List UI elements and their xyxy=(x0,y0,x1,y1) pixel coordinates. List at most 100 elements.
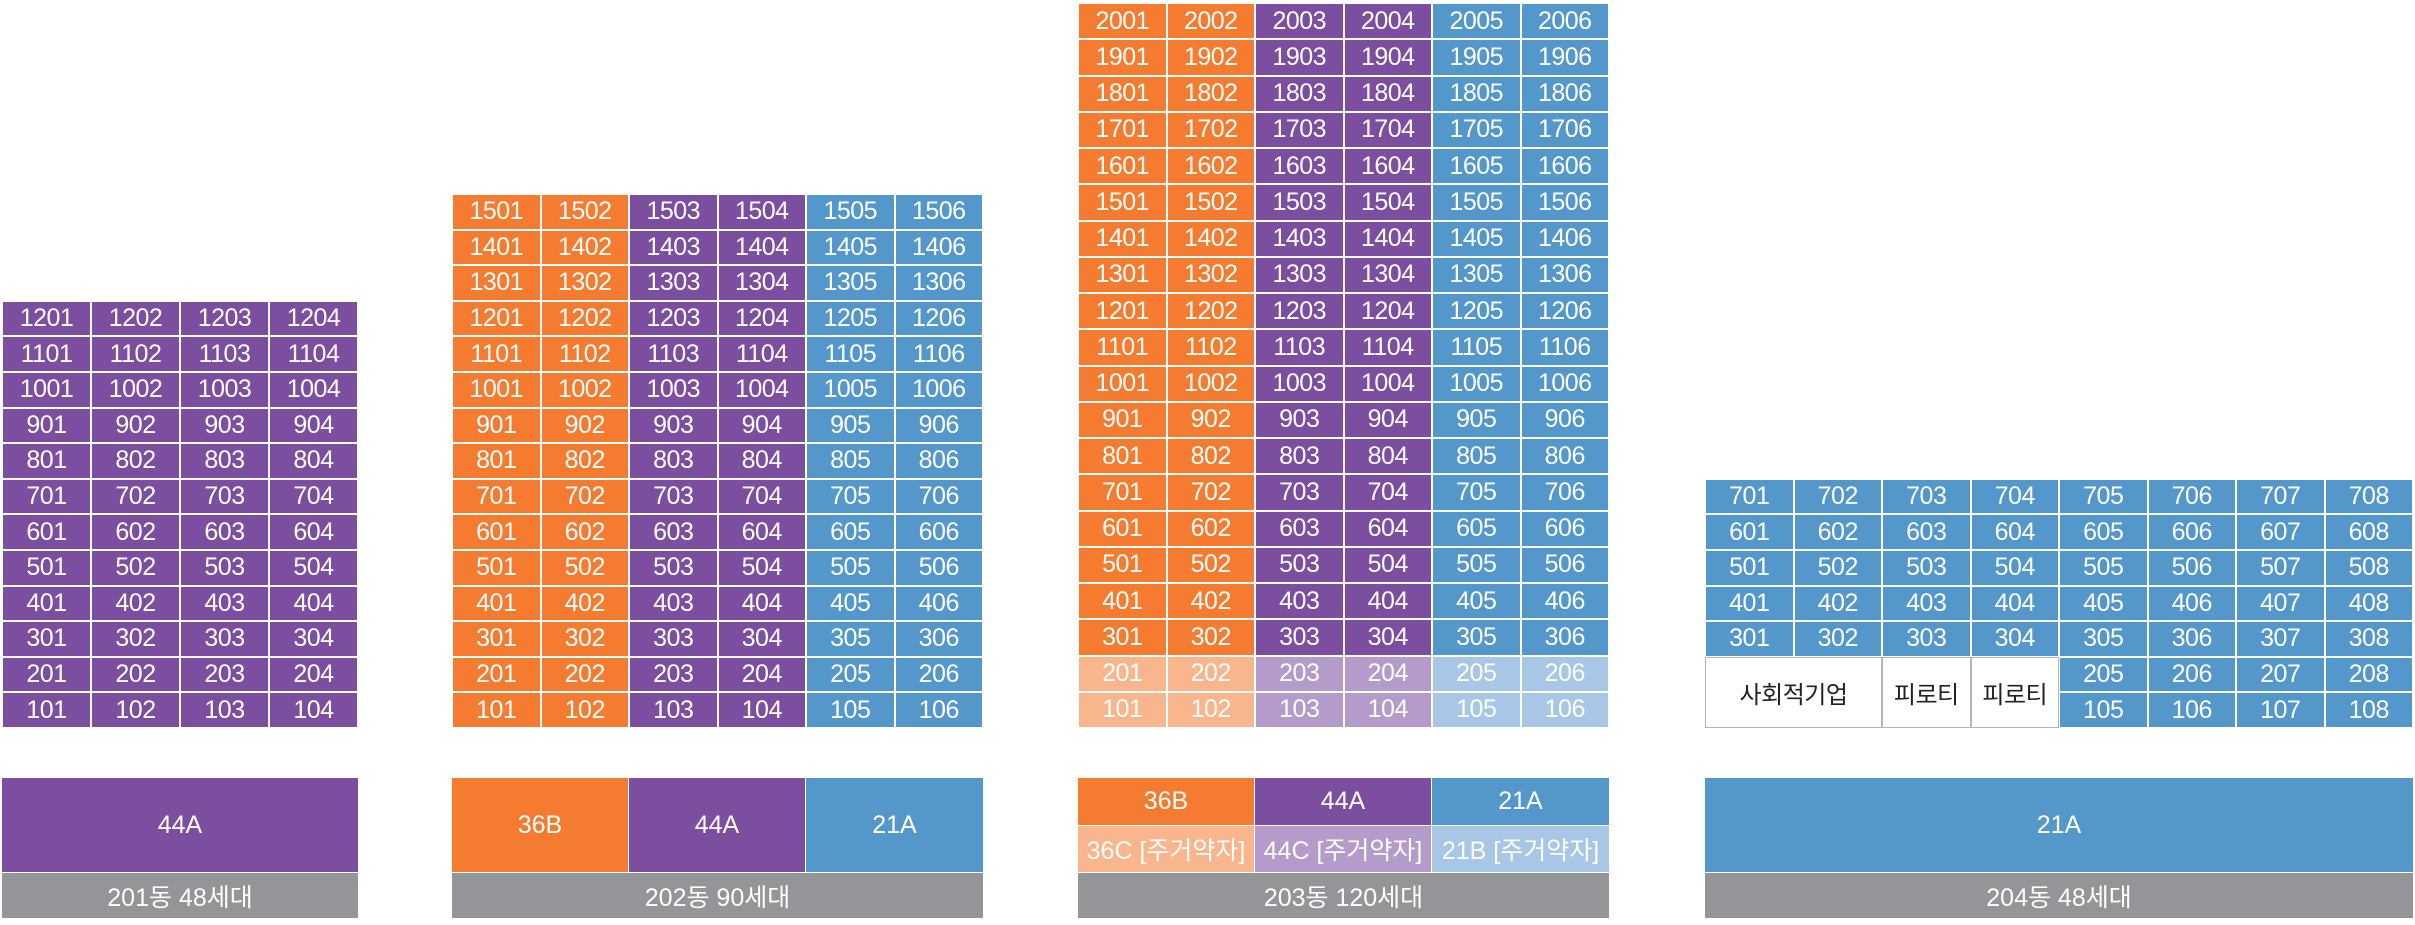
unit-cell: 107 xyxy=(2236,692,2325,728)
unit-type-legend: 44A xyxy=(2,778,358,872)
unit-cell: 503 xyxy=(629,550,718,586)
unit-cell: 905 xyxy=(806,407,895,444)
unit-cell: 608 xyxy=(2324,514,2413,550)
unit-cell: 902 xyxy=(1166,401,1255,438)
unit-cell: 105 xyxy=(1432,691,1521,728)
unit-cell: 901 xyxy=(2,407,91,444)
unit-cell: 302 xyxy=(1793,621,1882,657)
unit-cell: 702 xyxy=(1793,478,1882,515)
building-203: 2001 2002 2003 2004 2005 2006 1901 1902 1903 1904… xyxy=(1078,0,1609,925)
unit-cell: 704 xyxy=(269,478,358,515)
unit-cell: 903 xyxy=(1255,401,1344,438)
unit-cell: 904 xyxy=(1343,401,1432,438)
unit-type-legend: 36B 44A 21A 36C [주거약자] 44C [주거약자] 21B [주거약자] xyxy=(1078,778,1609,872)
unit-cell: 706 xyxy=(894,478,983,515)
legend-type-21a: 21A xyxy=(1432,778,1609,825)
unit-cell: 1101 xyxy=(1078,329,1167,366)
unit-cell: 204 xyxy=(717,656,806,693)
unit-cell: 1701 xyxy=(1078,111,1167,148)
unit-cell: 401 xyxy=(1705,585,1794,622)
unit-cell: 803 xyxy=(629,443,718,479)
unit-cell: 1403 xyxy=(629,229,718,266)
unit-cell: 301 xyxy=(1705,621,1794,657)
unit-cell: 506 xyxy=(2147,549,2236,586)
unit-cell: 901 xyxy=(452,407,541,444)
unit-cell: 201 xyxy=(2,656,91,693)
unit-cell: 1106 xyxy=(894,336,983,372)
unit-cell: 1101 xyxy=(452,336,541,372)
unit-cell: 303 xyxy=(1255,619,1344,656)
unit-cell: 702 xyxy=(540,478,629,515)
unit-cell: 406 xyxy=(1520,583,1609,620)
unit-cell: 604 xyxy=(1343,510,1432,547)
unit-cell: 406 xyxy=(2147,585,2236,622)
unit-cell: 408 xyxy=(2324,585,2413,622)
unit-cell: 506 xyxy=(894,550,983,586)
unit-cell: 1005 xyxy=(1432,365,1521,402)
unit-cell: 2001 xyxy=(1078,3,1167,40)
unit-type-legend: 36B 44A 21A xyxy=(452,778,983,872)
unit-cell: 704 xyxy=(1970,478,2059,515)
unit-cell: 405 xyxy=(806,585,895,622)
unit-cell: 901 xyxy=(1078,401,1167,438)
unit-cell: 1806 xyxy=(1520,75,1609,112)
unit-cell: 1405 xyxy=(806,229,895,266)
unit-cell: 104 xyxy=(269,692,358,728)
unit-cell: 602 xyxy=(1793,514,1882,550)
unit-cell: 205 xyxy=(806,656,895,693)
unit-cell: 1506 xyxy=(894,194,983,230)
unit-cell: 1104 xyxy=(1343,329,1432,366)
building-caption: 203동 120세대 xyxy=(1078,873,1609,918)
unit-cell: 404 xyxy=(269,585,358,622)
unit-cell: 705 xyxy=(1432,474,1521,511)
unit-cell: 503 xyxy=(180,549,269,586)
unit-cell: 804 xyxy=(1343,438,1432,475)
unit-cell: 1305 xyxy=(1432,256,1521,293)
unit-cell: 1302 xyxy=(540,265,629,301)
unit-cell: 601 xyxy=(452,514,541,550)
building-201: 1201 1202 1203 1204 1101 1102 1103 1104 1001 1002… xyxy=(2,0,358,925)
unit-cell: 1103 xyxy=(1255,329,1344,366)
unit-cell: 1606 xyxy=(1520,148,1609,185)
unit-cell: 402 xyxy=(540,585,629,622)
unit-cell: 605 xyxy=(806,514,895,550)
unit-cell: 401 xyxy=(452,585,541,622)
unit-cell: 202 xyxy=(540,656,629,693)
unit-cell: 502 xyxy=(1793,549,1882,586)
unit-cell: 1905 xyxy=(1432,39,1521,76)
unit-cell: 304 xyxy=(1343,619,1432,656)
unit-cell: 802 xyxy=(540,443,629,479)
unit-cell: 707 xyxy=(2236,478,2325,515)
unit-cell: 307 xyxy=(2236,621,2325,657)
unit-cell: 1501 xyxy=(1078,184,1167,221)
unit-cell: 1502 xyxy=(1166,184,1255,221)
unit-cell: 806 xyxy=(1520,438,1609,475)
unit-cell: 302 xyxy=(91,621,180,657)
unit-cell: 306 xyxy=(894,621,983,657)
unit-cell: 1502 xyxy=(540,194,629,230)
unit-cell: 505 xyxy=(2059,549,2148,586)
unit-cell: 1202 xyxy=(540,300,629,337)
unit-cell: 1306 xyxy=(894,265,983,301)
unit-cell: 705 xyxy=(806,478,895,515)
unit-cell: 902 xyxy=(91,407,180,444)
unit-cell: 402 xyxy=(1793,585,1882,622)
unit-cell: 1103 xyxy=(629,336,718,372)
legend-type-21a: 21A xyxy=(1705,778,2413,872)
unit-cell: 106 xyxy=(2147,692,2236,728)
unit-cell: 104 xyxy=(717,692,806,728)
unit-cell: 203 xyxy=(180,656,269,693)
legend-type-44c: 44C [주거약자] xyxy=(1255,825,1432,872)
ground-space-3: 피로티 xyxy=(1970,656,2059,728)
unit-cell: 501 xyxy=(452,550,541,586)
unit-cell: 906 xyxy=(894,407,983,444)
unit-cell: 1402 xyxy=(540,229,629,266)
unit-cell: 502 xyxy=(540,550,629,586)
unit-cell: 302 xyxy=(1166,619,1255,656)
unit-cell: 604 xyxy=(1970,514,2059,550)
unit-grid: 2001 2002 2003 2004 2005 2006 1901 1902 1903 1904… xyxy=(1078,3,1609,728)
unit-cell: 606 xyxy=(894,514,983,550)
unit-cell: 403 xyxy=(1255,583,1344,620)
unit-cell: 1004 xyxy=(269,371,358,408)
unit-cell: 602 xyxy=(91,514,180,550)
